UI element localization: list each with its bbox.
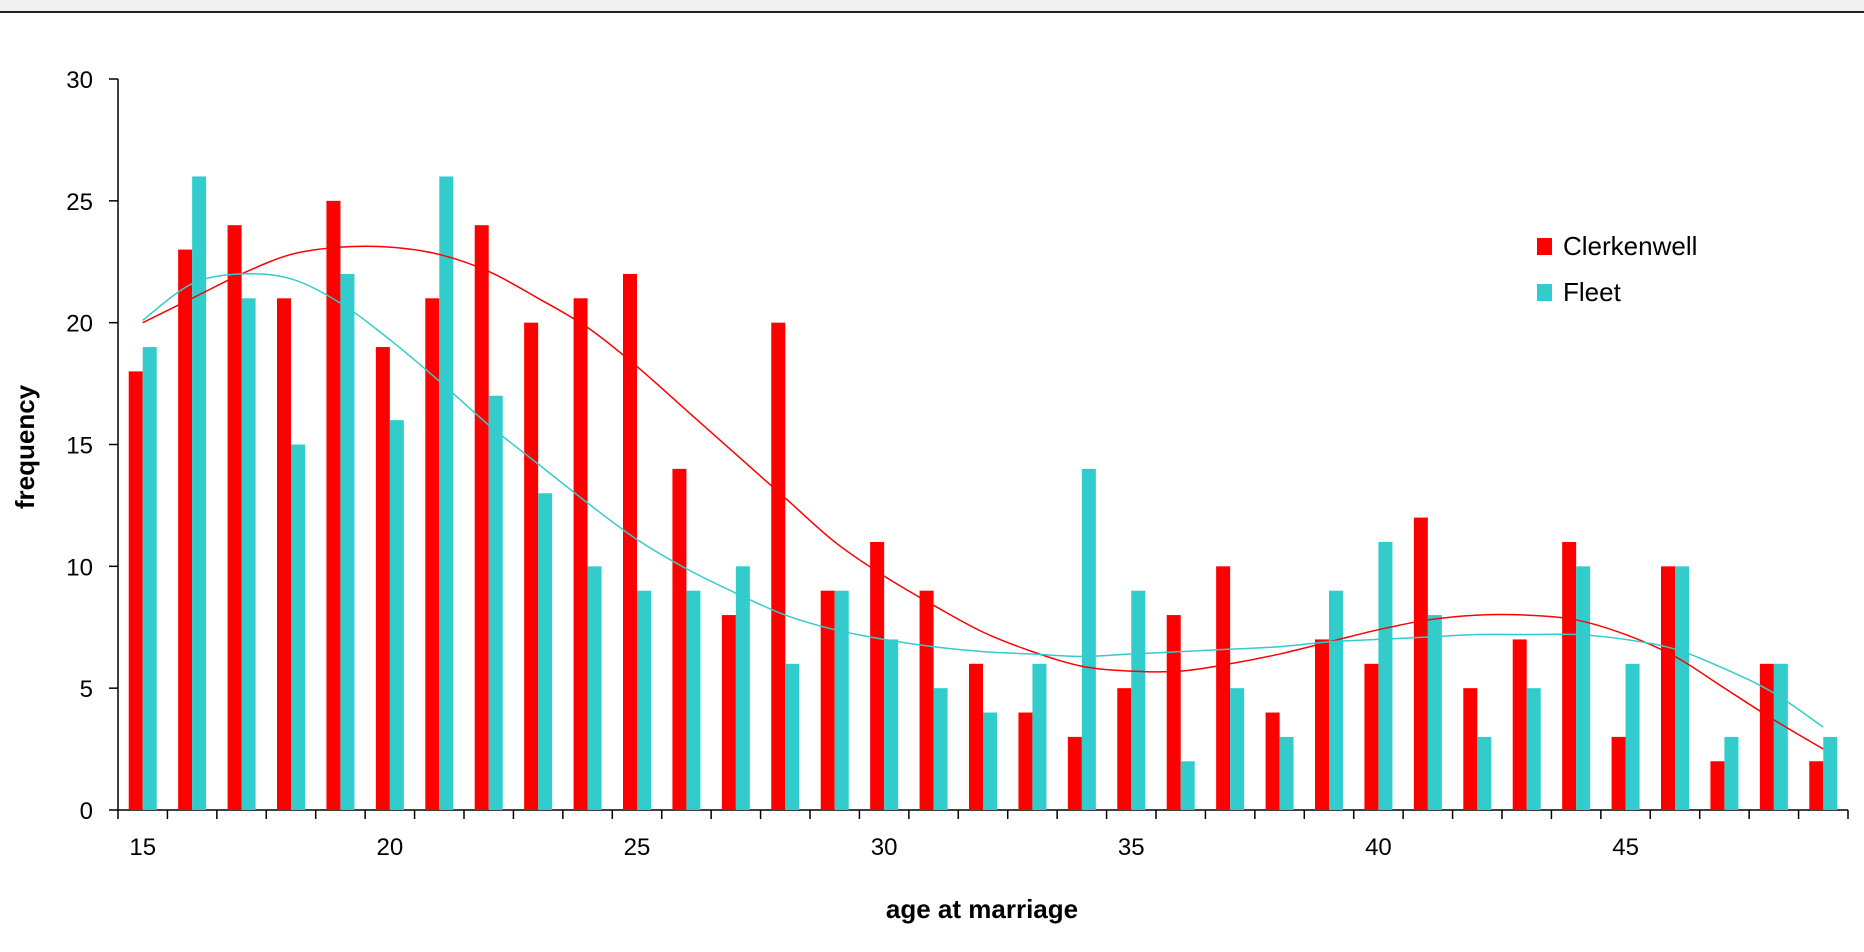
y-tick-label: 30	[66, 67, 93, 94]
y-tick-label: 0	[80, 798, 93, 825]
bar-clerkenwell-15	[128, 371, 143, 810]
x-tick-label: 45	[1612, 834, 1639, 861]
bar-clerkenwell-39	[1315, 639, 1329, 810]
y-tick-label: 15	[66, 433, 93, 460]
bar-clerkenwell-20	[375, 347, 390, 810]
bar-clerkenwell-31	[919, 590, 934, 810]
y-tick-label: 10	[66, 554, 93, 581]
legend-swatch-fleet	[1537, 284, 1552, 301]
x-tick-label: 20	[377, 834, 404, 861]
bar-clerkenwell-49	[1809, 761, 1824, 810]
bar-fleet-45	[1625, 663, 1640, 810]
bar-clerkenwell-38	[1265, 712, 1280, 810]
bar-clerkenwell-24	[573, 298, 588, 810]
bar-clerkenwell-16	[178, 249, 193, 811]
bar-fleet-38	[1279, 736, 1294, 810]
bar-fleet-43	[1526, 688, 1541, 810]
legend: Clerkenwell Fleet	[1537, 231, 1697, 307]
bar-clerkenwell-41	[1413, 517, 1428, 810]
bar-clerkenwell-21	[425, 298, 440, 810]
window-top-border	[0, 0, 1864, 13]
bar-clerkenwell-45	[1611, 736, 1626, 810]
bar-fleet-47	[1724, 736, 1739, 810]
bar-clerkenwell-29	[820, 590, 835, 810]
bar-clerkenwell-27	[721, 615, 736, 810]
bar-clerkenwell-46	[1661, 566, 1675, 810]
bar-clerkenwell-17	[227, 225, 242, 810]
bar-fleet-26	[686, 590, 701, 810]
bar-fleet-41	[1427, 615, 1442, 810]
bar-clerkenwell-47	[1710, 761, 1725, 810]
bar-fleet-20	[389, 420, 404, 810]
bar-clerkenwell-33	[1018, 712, 1033, 810]
bar-clerkenwell-23	[524, 322, 539, 810]
bar-fleet-44	[1576, 566, 1591, 810]
bar-fleet-34	[1081, 468, 1096, 810]
bar-clerkenwell-48	[1759, 663, 1774, 810]
x-axis-title: age at marriage	[886, 894, 1078, 924]
legend-label-clerkenwell: Clerkenwell	[1563, 231, 1697, 261]
bar-fleet-31	[933, 688, 948, 810]
bar-clerkenwell-34	[1067, 736, 1082, 810]
bar-clerkenwell-28	[771, 322, 786, 810]
bar-fleet-29	[834, 590, 849, 810]
bar-fleet-25	[637, 590, 651, 810]
bar-fleet-39	[1329, 590, 1343, 810]
bar-clerkenwell-18	[277, 298, 291, 810]
bar-fleet-28	[785, 663, 800, 810]
bar-clerkenwell-40	[1364, 663, 1379, 810]
bar-clerkenwell-25	[623, 273, 637, 810]
legend-swatch-clerkenwell	[1537, 238, 1552, 255]
bar-fleet-36	[1180, 761, 1195, 810]
bar-fleet-22	[488, 395, 503, 810]
chart-bars	[128, 176, 1838, 811]
y-tick-label: 5	[80, 676, 93, 703]
bar-fleet-42	[1477, 736, 1492, 810]
bar-fleet-40	[1378, 541, 1393, 810]
y-axis-title: frequency	[10, 384, 40, 509]
x-tick-label: 35	[1118, 834, 1145, 861]
bar-clerkenwell-32	[969, 663, 983, 810]
y-tick-label: 25	[66, 189, 93, 216]
bar-fleet-23	[538, 493, 553, 810]
bar-clerkenwell-36	[1166, 615, 1181, 810]
bar-clerkenwell-37	[1216, 566, 1231, 810]
bar-clerkenwell-30	[870, 541, 885, 810]
bar-fleet-27	[735, 566, 750, 810]
bar-clerkenwell-44	[1562, 541, 1577, 810]
bar-clerkenwell-22	[474, 225, 489, 810]
trendline-fleet	[142, 272, 1824, 728]
bar-clerkenwell-19	[326, 200, 341, 811]
bar-fleet-16	[192, 176, 207, 810]
bar-clerkenwell-26	[672, 468, 687, 810]
y-tick-label: 20	[66, 311, 93, 338]
bar-fleet-48	[1773, 663, 1788, 810]
bar-fleet-35	[1131, 590, 1146, 810]
legend-label-fleet: Fleet	[1563, 277, 1622, 307]
bar-fleet-21	[439, 176, 454, 810]
trend-lines	[142, 245, 1824, 750]
bar-fleet-32	[983, 712, 997, 810]
trendline-clerkenwell	[142, 245, 1824, 750]
bar-fleet-19	[340, 273, 355, 810]
bar-fleet-33	[1032, 663, 1047, 810]
bar-clerkenwell-42	[1463, 688, 1478, 810]
bar-fleet-49	[1823, 736, 1838, 810]
x-tick-label: 15	[129, 834, 156, 861]
bar-clerkenwell-35	[1117, 688, 1132, 810]
tick-labels: 0 5 10 15 20 25 30 15 20 25 30 35 40 45	[66, 67, 1639, 861]
bar-fleet-24	[587, 566, 602, 810]
bar-fleet-37	[1230, 688, 1245, 810]
x-tick-label: 40	[1365, 834, 1392, 861]
bar-fleet-46	[1675, 566, 1689, 810]
bar-fleet-17	[241, 298, 256, 810]
x-tick-label: 25	[624, 834, 651, 861]
bar-fleet-15	[142, 347, 157, 810]
x-tick-label: 30	[871, 834, 898, 861]
bar-clerkenwell-43	[1512, 639, 1527, 810]
bar-fleet-18	[291, 444, 305, 810]
bar-fleet-30	[884, 639, 899, 810]
